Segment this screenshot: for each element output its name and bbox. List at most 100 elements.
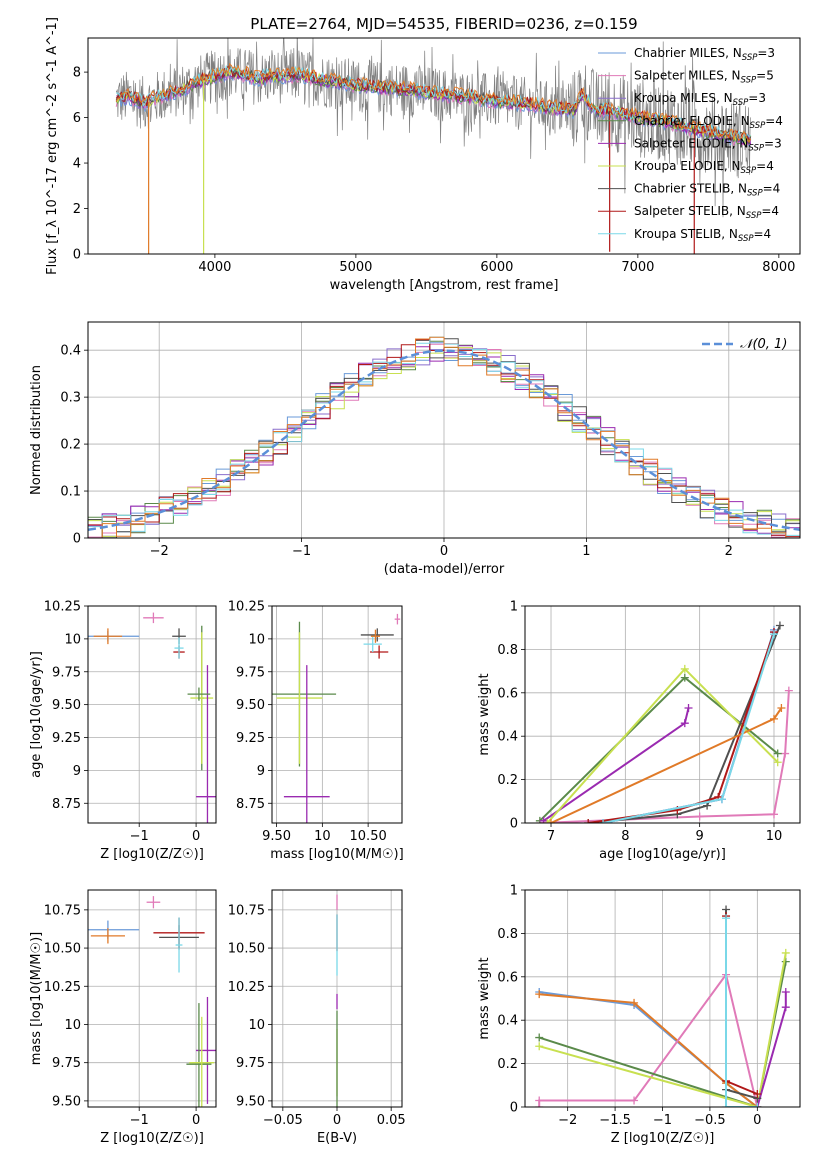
x-axis-label: (data-model)/error <box>384 562 505 577</box>
model-spectrum <box>115 67 752 145</box>
legend-label: Chabrier MILES, NSSP=3 <box>634 46 775 63</box>
axes-frame <box>87 889 217 1108</box>
x-tick-label: −0.5 <box>694 1113 726 1128</box>
series-marker <box>535 990 544 999</box>
x-axis-label: Z [log10(Z/Z☉)] <box>100 1131 204 1146</box>
x-tick-label: −1 <box>130 829 149 844</box>
series-line <box>539 690 790 823</box>
series-marker <box>535 1033 544 1042</box>
legend-label: Chabrier STELIB, NSSP=4 <box>634 182 780 199</box>
x-tick-label: 4000 <box>198 260 231 275</box>
x-tick-label: 0 <box>333 1113 341 1128</box>
series-marker <box>543 819 552 823</box>
chart-mass-weight-vs-age: 7 8 9 10 0 0.2 0.4 0.6 0.8 1 age [log10(age/yr)] ma… <box>477 600 801 862</box>
x-tick-label: −1 <box>130 1113 149 1128</box>
x-tick-label: 9 <box>696 829 704 844</box>
y-axis-label: mass [log10(M/M☉)] <box>29 932 44 1065</box>
y-tick-label: 10.75 <box>44 903 81 918</box>
series-marker <box>630 998 639 1007</box>
y-tick-label: 9.50 <box>236 698 265 713</box>
y-tick-label: 0.2 <box>497 1057 518 1072</box>
legend-label: Chabrier ELODIE, NSSP=4 <box>634 114 783 131</box>
series-marker <box>680 664 689 673</box>
chart-mass-weight-vs-Z: −2 −1.5 −1 −0.5 0 0 0.2 0.4 0.6 0.8 1 Z [log10(Z/Z☉… <box>477 884 801 1146</box>
series-marker <box>539 816 548 823</box>
axes-frame <box>271 605 403 824</box>
y-tick-label: 9.25 <box>236 731 265 746</box>
y-tick-label: 0.2 <box>60 438 81 453</box>
x-axis-label: age [log10(age/yr)] <box>599 847 726 862</box>
legend-label: Salpeter STELIB, NSSP=4 <box>634 204 779 221</box>
y-tick-label: 0.2 <box>497 773 518 788</box>
y-tick-label: 0 <box>510 817 518 832</box>
y-tick-label: 9 <box>257 764 265 779</box>
x-axis-label: Z [log10(Z/Z☉)] <box>611 1131 715 1146</box>
series-line <box>538 961 787 1107</box>
series-marker <box>680 719 689 728</box>
x-tick-label: 6000 <box>480 260 513 275</box>
plot-area <box>272 890 402 1107</box>
y-tick-label: 0.3 <box>60 391 81 406</box>
x-tick-label: 0 <box>192 829 200 844</box>
axes-frame <box>87 605 217 824</box>
y-tick-label: 0 <box>510 1101 518 1116</box>
x-tick-label: −1 <box>653 1113 672 1128</box>
x-axis-label: wavelength [Angstrom, rest frame] <box>330 278 559 293</box>
series-marker <box>781 987 790 996</box>
x-tick-label: 10.50 <box>350 829 387 844</box>
series-marker <box>684 703 693 712</box>
chart-mass-vs-Z: −1 0 9.50 9.75 10 10.25 10.50 10.75 Z [log10(Z/Z… <box>29 889 217 1146</box>
y-tick-label: 10.50 <box>44 942 81 957</box>
y-tick-label: 9.75 <box>52 1056 81 1071</box>
y-tick-label: 10 <box>248 1018 265 1033</box>
axes-frame <box>524 605 801 824</box>
series-marker <box>777 703 786 712</box>
series-line <box>602 629 775 823</box>
legend-label: Kroupa STELIB, NSSP=4 <box>634 227 771 244</box>
x-tick-label: 10 <box>766 829 783 844</box>
series-line <box>538 952 787 1107</box>
y-tick-label: 0.6 <box>497 686 518 701</box>
y-tick-label: 0.6 <box>497 970 518 985</box>
chart-layer: Chabrier MILES, NSSP=3 Salpeter MILES, NS… <box>29 17 801 1146</box>
y-tick-label: 9.75 <box>52 665 81 680</box>
y-tick-label: 9.25 <box>52 731 81 746</box>
series-marker <box>680 673 689 682</box>
series-line <box>756 992 787 1107</box>
y-tick-label: 2 <box>73 202 81 217</box>
series-line <box>538 972 759 1107</box>
series-marker <box>722 1103 731 1107</box>
plot-area <box>525 606 800 823</box>
y-tick-label: 0.4 <box>497 1014 518 1029</box>
y-axis-label: Normed distribution <box>29 365 44 495</box>
series-marker <box>769 630 778 639</box>
series-marker <box>535 1042 544 1051</box>
series-marker <box>630 1096 639 1105</box>
y-tick-label: 0.8 <box>497 643 518 658</box>
x-tick-label: 7000 <box>621 260 654 275</box>
series-marker <box>773 749 782 758</box>
series-line <box>725 916 758 1095</box>
series-marker <box>717 795 726 804</box>
y-tick-label: 0.4 <box>497 730 518 745</box>
legend-label: 𝒩(0, 1) <box>740 337 787 352</box>
y-tick-label: 10.25 <box>44 980 81 995</box>
y-tick-label: 4 <box>73 157 81 172</box>
normal-curve <box>88 349 800 532</box>
x-tick-label: 1 <box>582 544 590 559</box>
plot-area <box>115 38 752 254</box>
series-marker <box>753 1089 762 1098</box>
axes-frame <box>87 37 801 255</box>
legend-label: Salpeter MILES, NSSP=5 <box>634 69 774 86</box>
y-tick-label: 10.25 <box>228 980 265 995</box>
y-tick-label: 1 <box>510 600 518 615</box>
series-marker <box>547 819 556 823</box>
legend-label: Salpeter ELODIE, NSSP=3 <box>634 136 782 153</box>
y-tick-label: 10.50 <box>228 942 265 957</box>
x-axis-label: Z [log10(Z/Z☉)] <box>100 847 204 862</box>
series-marker <box>781 1003 790 1012</box>
series-marker <box>584 819 593 823</box>
x-tick-label: 2 <box>725 544 733 559</box>
plot-area <box>272 606 402 823</box>
